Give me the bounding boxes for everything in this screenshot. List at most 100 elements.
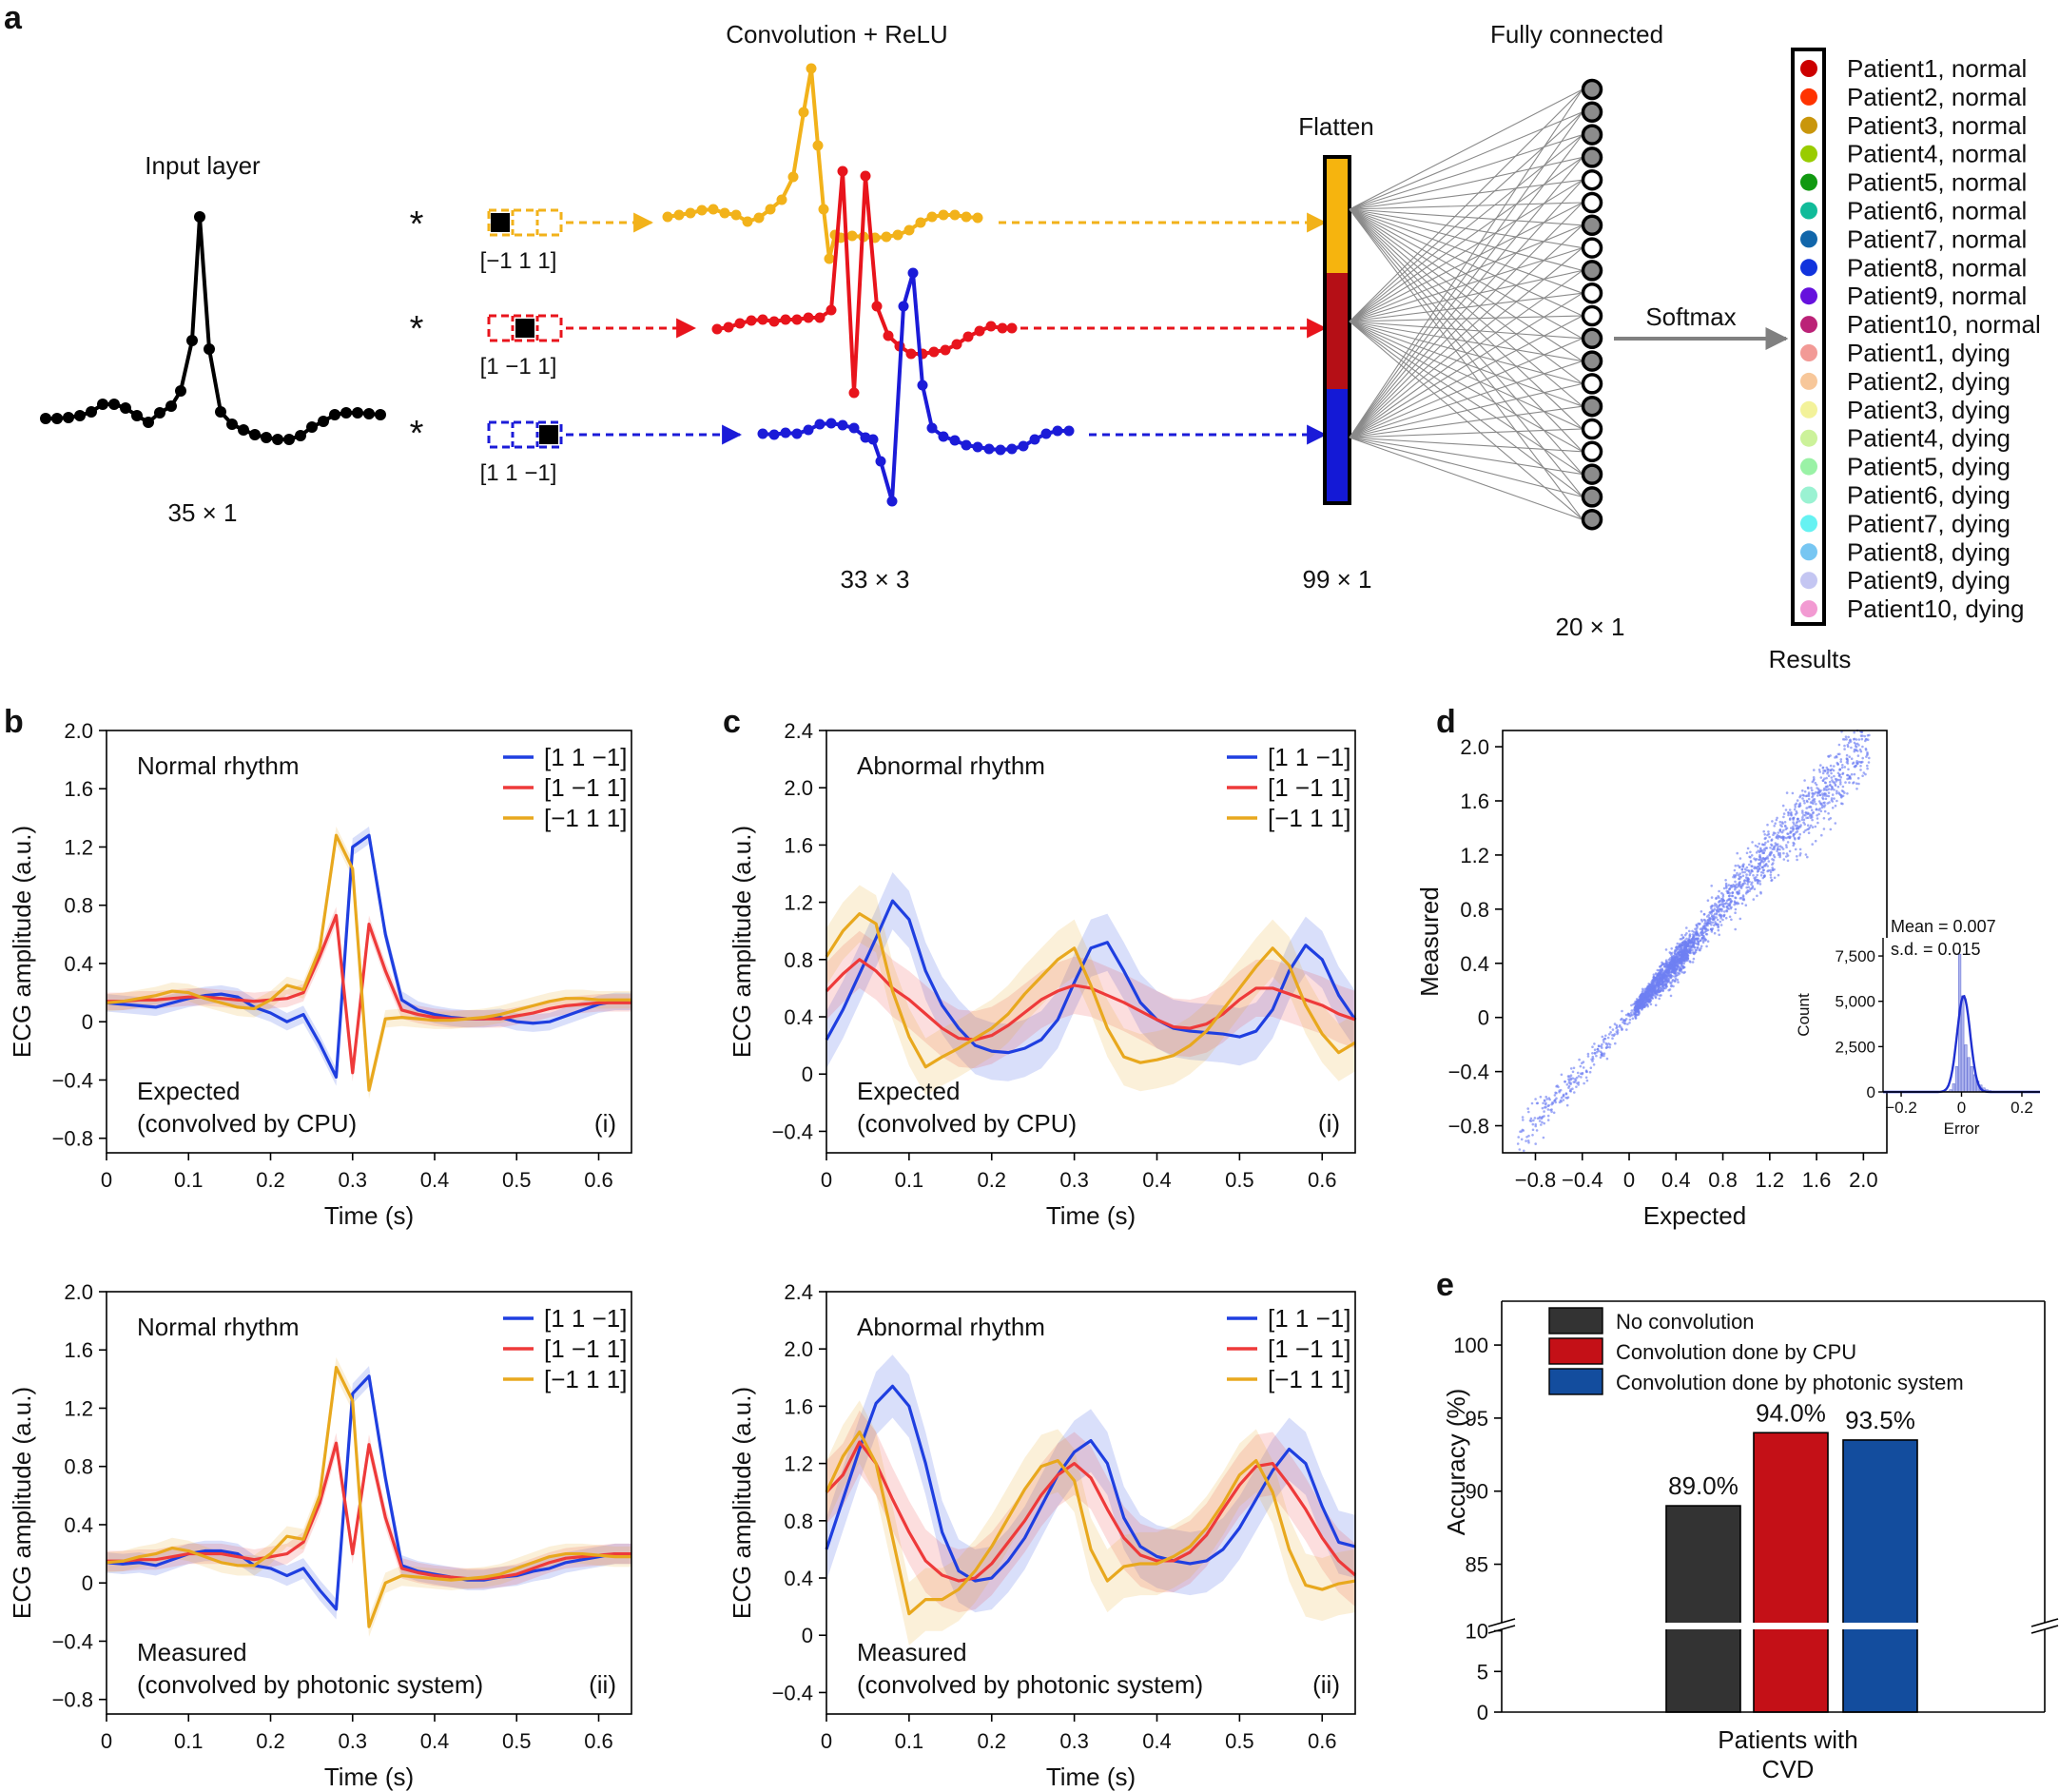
x-axis-label: Time (s) <box>324 1201 414 1230</box>
scatter-point <box>1719 920 1722 924</box>
scatter-point <box>1545 1098 1548 1101</box>
scatter-point <box>1676 978 1680 982</box>
scatter-point <box>1859 765 1862 768</box>
scatter-point <box>1804 813 1807 817</box>
scatter-point <box>1796 820 1799 823</box>
scatter-point <box>1744 892 1748 895</box>
scatter-point <box>1850 746 1853 750</box>
scatter-point <box>1864 749 1868 751</box>
scatter-point <box>1658 997 1661 1001</box>
result-dot <box>1800 515 1817 533</box>
scatter-point <box>1752 874 1755 877</box>
scatter-point <box>1846 743 1850 747</box>
scatter-point <box>1758 865 1761 867</box>
scatter-point <box>1543 1115 1545 1118</box>
scatter-points <box>1516 729 1871 1153</box>
scatter-point <box>1757 869 1760 872</box>
scatter-point <box>1843 748 1846 750</box>
x-tick-label: 2.0 <box>1849 1168 1878 1192</box>
y-tick-label: −0.4 <box>772 1120 813 1143</box>
legend-label-1: [1 −1 1] <box>1268 1334 1350 1363</box>
scatter-point <box>1868 756 1871 760</box>
scatter-point <box>1553 1094 1557 1097</box>
result-label: Patient10, normal <box>1847 310 2041 339</box>
plot-frame <box>106 1291 632 1715</box>
conv-output-yellow-dot <box>719 207 730 219</box>
scatter-point <box>1794 847 1797 851</box>
scatter-point <box>1710 924 1713 926</box>
scatter-point <box>1634 1017 1638 1020</box>
conv-output-yellow-dot <box>846 230 858 242</box>
scatter-point <box>1812 776 1816 779</box>
scatter-point <box>1833 797 1836 800</box>
scatter-point <box>1674 980 1677 983</box>
result-label: Patient3, normal <box>1847 111 2027 140</box>
conv-output-blue-dot <box>995 444 1006 456</box>
scatter-point <box>1741 874 1745 878</box>
scatter-point <box>1748 863 1751 867</box>
scatter-point <box>1604 1042 1608 1045</box>
input-signal-line <box>46 216 381 441</box>
x-tick-label: 0 <box>821 1168 832 1192</box>
scatter-point <box>1766 823 1769 827</box>
scatter-point <box>1670 959 1674 962</box>
conv-output-blue-dot <box>791 428 803 439</box>
scatter-point <box>1856 776 1860 780</box>
scatter-point <box>1774 842 1777 845</box>
inset-y-tick-label: 2,500 <box>1835 1038 1875 1056</box>
scatter-point <box>1680 933 1683 937</box>
scatter-point <box>1821 767 1825 769</box>
scatter-point <box>1769 873 1773 877</box>
fc-connection <box>1349 208 1583 340</box>
conv-output-blue-dot <box>938 431 949 442</box>
conv-output-red-dot <box>734 318 746 329</box>
scatter-point <box>1710 905 1714 907</box>
scatter-point <box>1853 772 1856 776</box>
scatter-point <box>1535 1101 1539 1105</box>
scatter-point <box>1839 775 1842 779</box>
conv-output-yellow-dot <box>787 171 799 183</box>
scatter-point <box>1746 883 1749 886</box>
scatter-point <box>1811 826 1815 828</box>
scatter-point <box>1829 784 1832 787</box>
scatter-point <box>1782 828 1785 832</box>
legend-swatch-0 <box>1548 1307 1603 1334</box>
scatter-point <box>1620 1018 1622 1022</box>
scatter-point <box>1700 931 1702 935</box>
conv-output-red-dot <box>928 346 940 358</box>
scatter-point <box>1670 984 1673 988</box>
scatter-point <box>1751 841 1754 844</box>
panel-label-c: c <box>723 704 741 740</box>
conv-output-red-dot <box>905 348 917 360</box>
scatter-point <box>1841 785 1845 789</box>
scatter-point <box>1549 1108 1552 1112</box>
scatter-point <box>1527 1141 1530 1144</box>
scatter-point <box>1809 824 1813 828</box>
scatter-point <box>1830 797 1834 800</box>
chart-scatter-expected-vs-measured: −0.8 −0.4 0 0.4 0.8 1.2 1.6 2.0−0.8−0.400.40.81… <box>1415 729 2040 1230</box>
conv-output-yellow-dot <box>662 211 673 223</box>
y-tick-label: 0.8 <box>64 1455 93 1479</box>
fc-title: Fully connected <box>1490 20 1663 49</box>
series-line-2 <box>825 912 1356 1069</box>
fc-node <box>1581 214 1603 237</box>
result-dot <box>1800 60 1817 77</box>
scatter-point <box>1823 794 1827 797</box>
x-tick-label: 0.2 <box>256 1729 285 1753</box>
scatter-point <box>1580 1076 1583 1079</box>
scatter-point <box>1811 843 1814 846</box>
fc-node <box>1581 508 1603 531</box>
scatter-point <box>1811 791 1814 795</box>
scatter-point <box>1521 1116 1525 1119</box>
scatter-point <box>1713 931 1717 935</box>
scatter-point <box>1686 957 1689 960</box>
conv-output-yellow-dot <box>972 212 983 224</box>
scatter-point <box>1630 1003 1633 1007</box>
scatter-point <box>1529 1120 1533 1122</box>
scatter-point <box>1700 920 1704 923</box>
conv-output-blue-dot <box>875 456 886 467</box>
scatter-point <box>1734 927 1737 931</box>
scatter-point <box>1599 1050 1603 1053</box>
scatter-point <box>1743 867 1747 871</box>
scatter-point <box>1675 945 1679 948</box>
